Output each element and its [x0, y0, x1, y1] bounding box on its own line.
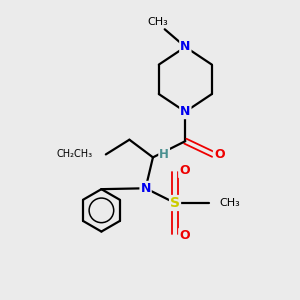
- Text: O: O: [179, 229, 190, 242]
- Text: H: H: [159, 148, 169, 161]
- Text: CH₂CH₃: CH₂CH₃: [56, 149, 93, 159]
- Text: S: S: [170, 196, 180, 210]
- Text: CH₃: CH₃: [219, 198, 240, 208]
- Text: N: N: [180, 105, 190, 118]
- Text: O: O: [214, 148, 224, 161]
- Text: O: O: [179, 164, 190, 177]
- Text: N: N: [180, 40, 190, 53]
- Text: CH₃: CH₃: [147, 17, 168, 27]
- Text: N: N: [140, 182, 151, 195]
